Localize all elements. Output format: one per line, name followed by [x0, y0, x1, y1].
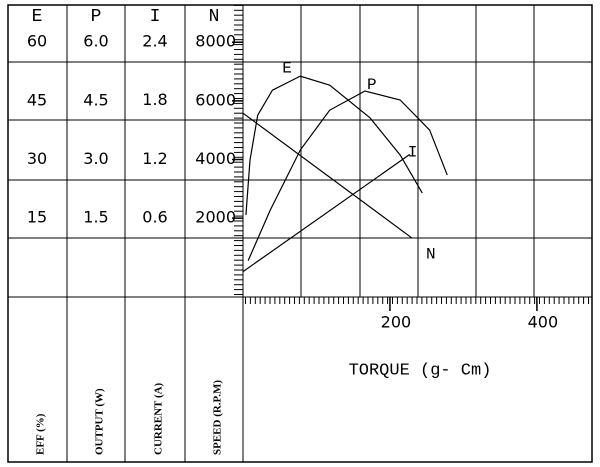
axis-header: P	[91, 7, 102, 27]
curve	[247, 90, 448, 261]
curve	[242, 112, 413, 239]
y-tick-label: 6.0	[83, 32, 108, 51]
curve	[245, 75, 423, 215]
y-tick-label: 2000	[195, 208, 236, 227]
axis-unit-label: EFF (%)	[35, 413, 47, 455]
y-tick-label: 6000	[195, 90, 236, 109]
y-tick-label: 1.5	[83, 208, 108, 227]
curve-label: E	[282, 59, 292, 77]
x-tick-label: 400	[528, 313, 559, 332]
y-tick-label: 45	[27, 90, 47, 109]
axis-unit-label: OUTPUT (W)	[94, 388, 106, 455]
y-tick-label: 15	[27, 208, 47, 227]
axis-header: N	[209, 7, 220, 27]
curve-label: P	[367, 76, 377, 94]
axis-unit-label: CURRENT (A)	[153, 382, 165, 455]
y-tick-label: 60	[27, 32, 47, 51]
y-tick-label: 4000	[195, 149, 236, 168]
y-tick-label: 2.4	[142, 32, 167, 51]
y-tick-label: 1.2	[142, 149, 167, 168]
y-tick-label: 0.6	[142, 207, 167, 226]
y-tick-label: 3.0	[83, 149, 108, 168]
curve-label: N	[426, 245, 436, 263]
y-tick-label: 8000	[195, 32, 236, 51]
frame	[7, 4, 593, 463]
y-tick-label: 4.5	[83, 90, 108, 109]
axis-header: E	[32, 7, 43, 27]
x-axis-title: TORQUE (g- Cm)	[349, 361, 492, 380]
curve-label: I	[408, 144, 418, 162]
curve	[242, 153, 411, 273]
x-tick-label: 200	[381, 313, 412, 332]
y-tick-label: 1.8	[142, 90, 167, 109]
axis-unit-label: SPEED (R.P.M)	[212, 380, 224, 455]
y-tick-label: 30	[27, 149, 47, 168]
axis-header: I	[150, 7, 161, 27]
